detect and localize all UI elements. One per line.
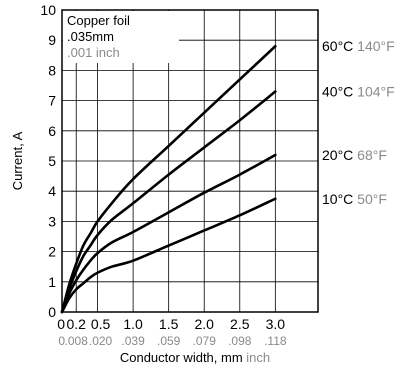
x-tick-label: 3.0 (266, 316, 286, 332)
x-tick-labels-inch: 0.008.020 .039 .059 .079 .098 .118 (58, 334, 287, 348)
y-tick-label: 1 (48, 274, 56, 290)
plot-frame (61, 9, 319, 313)
x-tick-label: 2.5 (230, 316, 250, 332)
x-tick-label-inch: 0 (58, 334, 65, 348)
series-label-1: 40°C 104°F (322, 84, 395, 100)
series-label-fahrenheit: 68°F (357, 147, 387, 163)
x-axis-label-inch: inch (246, 350, 270, 365)
y-tick-label: 9 (48, 32, 56, 48)
series-line-1 (60, 90, 277, 314)
y-tick-label: 7 (48, 93, 56, 109)
series-label-fahrenheit: 104°F (357, 84, 395, 100)
y-axis-label: Current, A (10, 131, 25, 190)
x-tick-label-inch: .008 (65, 334, 89, 348)
x-tick-label: 0.2 (66, 316, 86, 332)
y-tick-label: 10 (40, 2, 56, 18)
x-tick-label: 0 (57, 316, 65, 332)
series-labels: 60°C 140°F 40°C 104°F 20°C 68°F 10°C 50°F (322, 38, 395, 207)
info-box-thickness-inch: .001 inch (67, 45, 120, 60)
series-line-2 (60, 153, 277, 314)
y-tick-label: 0 (48, 304, 56, 320)
y-tick-label: 2 (48, 244, 56, 260)
series-label-fahrenheit: 140°F (357, 38, 395, 54)
x-tick-label-inch: .118 (264, 334, 287, 348)
y-tick-labels: 0 1 2 3 4 5 6 7 8 9 10 (40, 2, 56, 320)
series-label-celsius: 20°C (322, 147, 353, 163)
x-tick-label: 1.5 (159, 316, 179, 332)
info-box-material: Copper foil (67, 13, 130, 28)
y-tick-label: 8 (48, 62, 56, 78)
series-label-celsius: 10°C (322, 191, 353, 207)
x-axis-label-mm: Conductor width, mm (120, 350, 243, 365)
x-tick-label-inch: .098 (228, 334, 252, 348)
x-tick-label-inch: .059 (157, 334, 181, 348)
series-line-0 (60, 44, 277, 314)
series-label-3: 10°C 50°F (322, 191, 387, 207)
series-lines (60, 44, 277, 314)
y-tick-label: 5 (48, 153, 56, 169)
y-tick-label: 6 (48, 123, 56, 139)
x-tick-labels: 0 0.2 0.5 1.0 1.5 2.0 2.5 3.0 (57, 316, 285, 332)
series-label-celsius: 40°C (322, 84, 353, 100)
x-tick-label-inch: .079 (193, 334, 217, 348)
x-tick-label-inch: .020 (89, 334, 113, 348)
x-tick-label: 0.5 (91, 316, 111, 332)
series-label-2: 20°C 68°F (322, 147, 387, 163)
series-label-celsius: 60°C (322, 38, 353, 54)
series-label-0: 60°C 140°F (322, 38, 395, 54)
info-box-thickness-mm: .035mm (67, 29, 114, 44)
series-label-fahrenheit: 50°F (357, 191, 387, 207)
x-tick-label-inch: .039 (121, 334, 145, 348)
y-tick-label: 4 (48, 183, 56, 199)
x-axis-label: Conductor width, mm inch (120, 350, 270, 365)
series-line-3 (60, 197, 277, 314)
x-tick-label: 2.0 (194, 316, 214, 332)
x-tick-label: 1.0 (123, 316, 143, 332)
y-tick-label: 3 (48, 213, 56, 229)
info-box: Copper foil .035mm .001 inch (63, 11, 179, 63)
